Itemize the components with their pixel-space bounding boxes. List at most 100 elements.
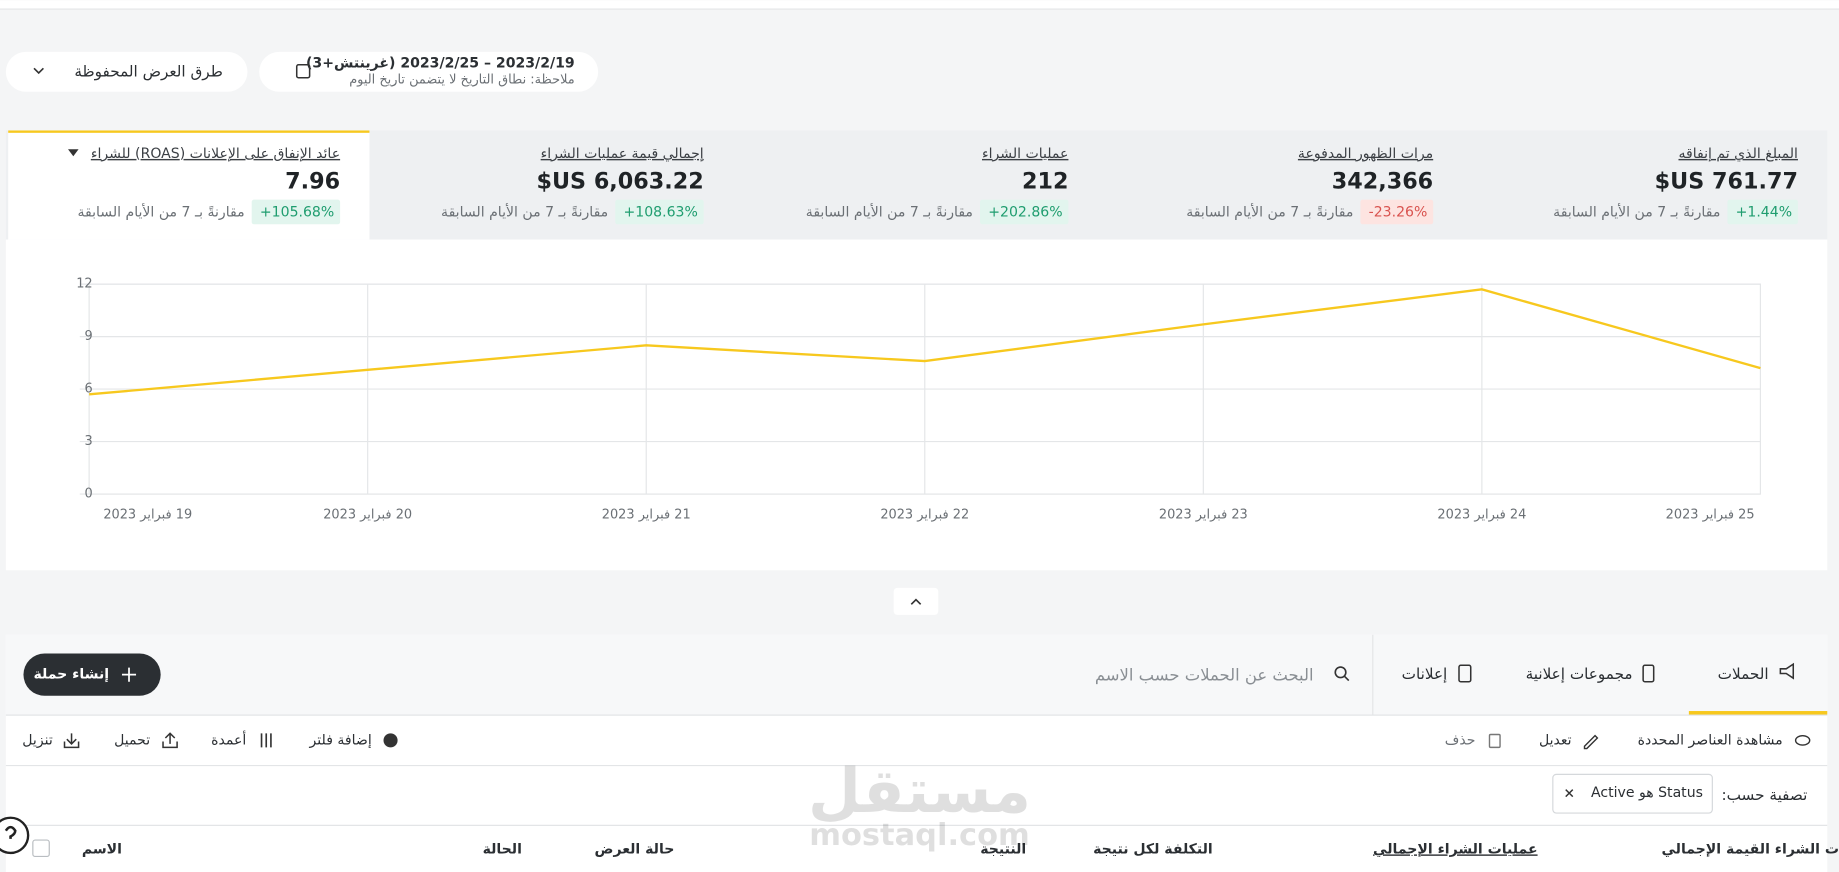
watermark: مستقل	[808, 756, 1031, 827]
top-bar	[0, 0, 1839, 9]
active-tab-indicator	[1688, 711, 1828, 715]
x-tick-label: 20 فبراير 2023	[323, 508, 412, 523]
data-line	[89, 288, 1761, 396]
watermark: mostaql.com	[809, 818, 1030, 853]
download-icon	[63, 733, 80, 749]
pencil-icon	[1583, 734, 1599, 750]
y-tick-label: 3	[84, 434, 92, 449]
x-tick-label: 23 فبراير 2023	[1159, 508, 1248, 523]
tab-ads[interactable]: إعلانات	[1402, 664, 1472, 683]
kpi-label: عائد الإنفاق على الإعلانات (ROAS) للشراء	[91, 146, 340, 162]
view-selected[interactable]: مشاهدة العناصر المحددة	[1638, 732, 1811, 748]
kpi-label: مرات الظهور المدفوعة	[1298, 146, 1433, 162]
kpi-value: 342,366	[1332, 169, 1433, 195]
kpi-card[interactable]: مرات الظهور المدفوعة 342,366 -23.26% مقارنة…	[1186, 146, 1434, 225]
column-header[interactable]: عمليات الشراء الإجمالي	[1373, 841, 1538, 857]
columns[interactable]: أعمدة	[211, 730, 272, 748]
toolbar-label: حذف	[1445, 732, 1476, 748]
column-header[interactable]: الاسم	[82, 841, 122, 857]
kpi-change-badge	[251, 199, 341, 225]
plus-icon	[121, 667, 137, 682]
create-button-bg	[23, 653, 161, 696]
chevron-up-icon	[910, 598, 922, 605]
help-icon	[4, 825, 17, 839]
kpi-value: $US 6,063.22	[536, 169, 703, 195]
kpi-card[interactable]: عائد الإنفاق على الإعلانات (ROAS) للشراء…	[68, 146, 341, 225]
tab-label: مجموعات إعلانية	[1526, 665, 1633, 683]
column-header[interactable]: حالة العرض	[595, 841, 675, 857]
ad-sets-icon	[1642, 664, 1655, 683]
x-tick-label: 25 فبراير 2023	[1666, 508, 1755, 523]
eye-icon	[1794, 734, 1811, 746]
chart-card	[5, 239, 1828, 571]
kpi-change-badge	[615, 199, 704, 225]
chevron-icon	[33, 67, 44, 75]
tab-ad-sets[interactable]: مجموعات إعلانية	[1526, 664, 1655, 683]
y-tick-label: 0	[84, 487, 92, 502]
kpi-label: عمليات الشراء	[982, 146, 1068, 162]
download[interactable]: تنزيل	[22, 732, 80, 749]
toolbar-label: مشاهدة العناصر المحددة	[1638, 732, 1783, 748]
filter-chip[interactable]: Status هو Active	[1552, 773, 1713, 814]
date-range: 2023/2/19 – 2023/2/25 (غرينتش+3)	[306, 56, 575, 72]
kpi-label: إجمالي قيمة عمليات الشراء	[541, 146, 704, 162]
search-icon-handle	[1344, 675, 1350, 682]
edit[interactable]: تعديل	[1539, 732, 1599, 750]
kpi-value: 7.96	[285, 169, 340, 195]
search-box[interactable]: البحث عن الحملات حسب الاسم	[1095, 665, 1350, 685]
tab-label: الحملات	[1718, 665, 1769, 683]
saved-views-button[interactable]: طرق العرض المحفوظة	[5, 51, 248, 92]
megaphone-icon	[1779, 662, 1795, 680]
kpi-change: +108.63%	[623, 205, 697, 221]
kpi-compare: مقارنةً بـ 7 من الأيام السابقة	[1553, 203, 1720, 221]
filter-label: تصفية حسب:	[1721, 786, 1807, 804]
kpi-card[interactable]: المبلغ الذي تم إنفاقه $US 761.77 +1.44% مقا…	[1553, 146, 1798, 225]
date-range-bg	[259, 51, 599, 92]
create-campaign-button[interactable]: إنشاء حملة	[23, 653, 161, 696]
toolbar-label: تنزيل	[22, 732, 53, 748]
kpi-compare: مقارنةً بـ 7 من الأيام السابقة	[441, 203, 608, 221]
select-all-checkbox[interactable]	[32, 839, 50, 858]
kpi-change: +202.86%	[988, 205, 1062, 221]
kpi-change-badge	[980, 199, 1069, 225]
column-header[interactable]: النتيجة	[980, 841, 1026, 857]
x-tick-label: 19 فبراير 2023	[103, 508, 192, 523]
close-icon	[1565, 789, 1574, 798]
tab-campaigns[interactable]: الحملات	[1718, 662, 1795, 683]
tab-label: إعلانات	[1402, 665, 1448, 683]
x-tick-label: 21 فبراير 2023	[602, 508, 691, 523]
toolbar-label: أعمدة	[211, 730, 246, 748]
kpi-value: $US 761.77	[1655, 169, 1798, 195]
table-header: ت الشراء القيمة الإجمالي عمليات الشراء ا…	[32, 839, 1839, 858]
ads-icon	[1458, 664, 1472, 683]
search-placeholder: البحث عن الحملات حسب الاسم	[1095, 665, 1314, 685]
kpi-selected-indicator	[8, 130, 370, 133]
filter-chip-label: Status هو Active	[1591, 785, 1703, 801]
column-header[interactable]: الحالة	[483, 841, 522, 857]
y-tick-label: 12	[76, 277, 92, 292]
add-filter[interactable]: إضافة فلتر	[309, 732, 398, 748]
kpi-change: -23.26%	[1369, 205, 1428, 221]
toolbar-label: تعديل	[1539, 732, 1572, 748]
help-button[interactable]	[0, 816, 30, 855]
kpi-change-badge	[1727, 199, 1798, 225]
collapse-button[interactable]	[893, 587, 939, 615]
upload-icon	[162, 732, 178, 749]
column-header[interactable]: ت الشراء القيمة الإجمالي	[1661, 841, 1839, 857]
filter-icon	[383, 733, 398, 748]
column-header[interactable]: التكلفة لكل نتيجة	[1093, 841, 1213, 857]
filter-chip-bg	[1552, 773, 1713, 814]
date-range-button[interactable]: 2023/2/19 – 2023/2/25 (غرينتش+3) ملاحظة:…	[259, 51, 599, 92]
delete[interactable]: حذف	[1445, 732, 1501, 748]
kpi-card[interactable]: عمليات الشراء 212 +202.86% مقارنةً بـ 7 من …	[806, 146, 1069, 225]
tab-row	[5, 634, 1828, 715]
upload[interactable]: تحميل	[114, 732, 178, 749]
create-button-label: إنشاء حملة	[33, 667, 109, 683]
kpi-compare: مقارنةً بـ 7 من الأيام السابقة	[806, 203, 973, 221]
kpi-card[interactable]: إجمالي قيمة عمليات الشراء $US 6,063.22 +10…	[441, 146, 704, 225]
toolbar-label: تحميل	[114, 732, 150, 748]
kpi-change: +1.44%	[1736, 205, 1792, 221]
columns-icon	[260, 733, 272, 748]
